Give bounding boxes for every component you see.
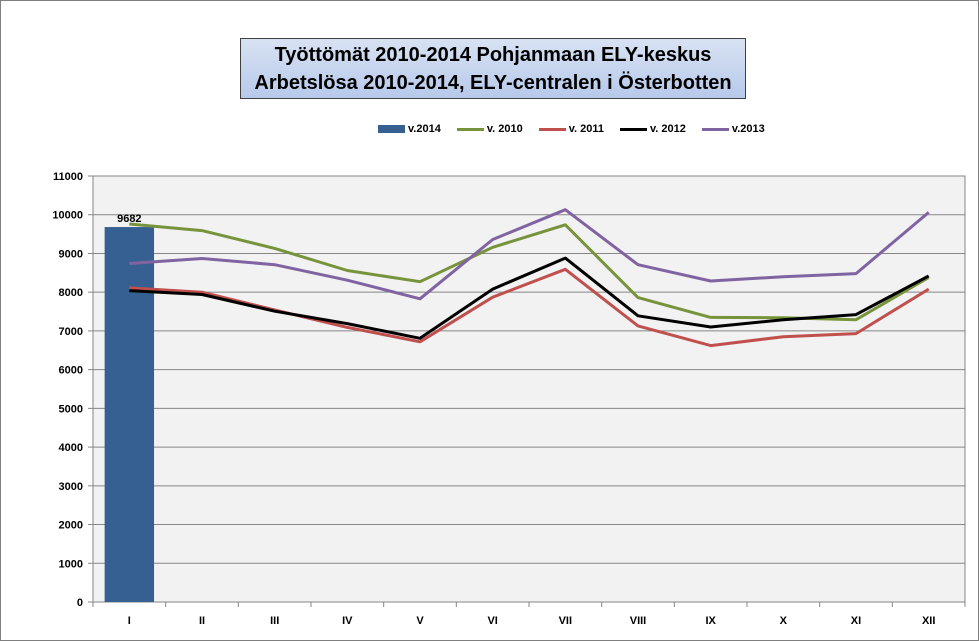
legend-item-2013: v.2013 bbox=[701, 123, 765, 135]
chart-title: Työttömät 2010-2014 Pohjanmaan ELY-kesku… bbox=[240, 38, 746, 99]
legend-label-2012: v. 2012 bbox=[650, 123, 686, 135]
legend-label-2013: v.2013 bbox=[731, 123, 765, 135]
legend-swatch-2014 bbox=[378, 125, 405, 133]
chart-legend: v.2014 v. 2010 v. 2011 v. 2012 v.2013 bbox=[378, 121, 781, 137]
y-tick-label: 11000 bbox=[53, 171, 83, 183]
legend-swatch-2013 bbox=[701, 127, 729, 131]
x-tick-label: I bbox=[128, 615, 131, 627]
chart-title-line-1: Työttömät 2010-2014 Pohjanmaan ELY-kesku… bbox=[274, 44, 712, 66]
y-tick-label: 5000 bbox=[59, 403, 83, 415]
legend-swatch-2010 bbox=[456, 127, 484, 131]
bar-2014 bbox=[104, 227, 155, 602]
line-2012 bbox=[129, 256, 930, 340]
legend-swatch-2011 bbox=[538, 127, 566, 131]
y-tick-label: 6000 bbox=[59, 365, 83, 377]
legend-item-2010: v. 2010 bbox=[456, 123, 523, 135]
legend-label-2014: v.2014 bbox=[408, 123, 441, 135]
x-tick-label: XII bbox=[922, 615, 935, 627]
y-tick-label: 0 bbox=[77, 597, 83, 609]
x-tick-label: IV bbox=[342, 615, 353, 627]
y-tick-label: 3000 bbox=[59, 481, 83, 493]
chart-title-line-2: Arbetslösa 2010-2014, ELY-centralen i Ös… bbox=[254, 72, 732, 94]
x-tick-label: VI bbox=[487, 615, 497, 627]
x-tick-label: V bbox=[416, 615, 424, 627]
x-tick-label: III bbox=[270, 615, 279, 627]
x-tick-label: XI bbox=[851, 615, 861, 627]
legend-swatch-2012 bbox=[620, 127, 647, 131]
y-tick-label: 4000 bbox=[59, 442, 83, 454]
legend-item-2011: v. 2011 bbox=[538, 123, 604, 135]
y-tick-label: 10000 bbox=[52, 210, 83, 222]
y-tick-label: 1000 bbox=[59, 558, 83, 570]
plot-area bbox=[92, 175, 966, 603]
y-tick-label: 7000 bbox=[59, 326, 83, 338]
legend-item-2014: v.2014 bbox=[378, 123, 441, 135]
y-tick-label: 9000 bbox=[59, 248, 83, 260]
line-2013 bbox=[129, 208, 930, 301]
x-tick-label: VIII bbox=[630, 615, 647, 627]
x-tick-label: X bbox=[780, 615, 788, 627]
y-tick-label: 2000 bbox=[59, 520, 83, 532]
legend-item-2012: v. 2012 bbox=[620, 123, 686, 135]
bar-data-label: 9682 bbox=[117, 213, 141, 225]
x-tick-label: VII bbox=[559, 615, 572, 627]
y-tick-label: 8000 bbox=[59, 287, 83, 299]
legend-label-2011: v. 2011 bbox=[568, 123, 604, 135]
legend-label-2010: v. 2010 bbox=[486, 123, 523, 135]
x-tick-label: II bbox=[199, 615, 205, 627]
x-tick-label: IX bbox=[705, 615, 716, 627]
